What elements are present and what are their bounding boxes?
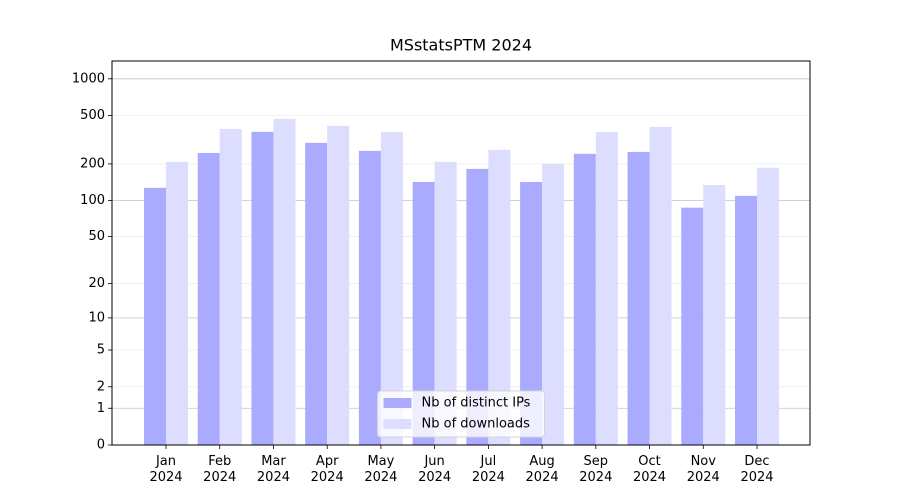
bar [166, 161, 188, 445]
x-tick-label: Nov 2024 [687, 454, 720, 485]
bar [305, 142, 328, 445]
x-tick-label-line: 2024 [364, 470, 397, 485]
x-tick-label-line: 2024 [418, 470, 451, 485]
bar [327, 125, 350, 445]
bar [358, 150, 381, 445]
bar [542, 163, 565, 445]
x-tick-label-line: 2024 [203, 470, 236, 485]
bar [520, 181, 543, 445]
x-tick-label-line: Oct [638, 454, 660, 469]
y-tick-label: 100 [80, 193, 105, 208]
bar [649, 126, 672, 445]
x-tick-label: Sep 2024 [579, 454, 612, 485]
x-tick-label: Feb 2024 [203, 454, 236, 485]
bar [488, 149, 511, 445]
x-tick-label-line: 2024 [687, 470, 720, 485]
x-tick-label-line: 2024 [472, 470, 505, 485]
x-tick-label-line: Jan [155, 454, 176, 469]
x-tick-label-line: Feb [208, 454, 231, 469]
y-tick-label: 500 [80, 108, 105, 123]
x-tick-label-line: 2024 [311, 470, 344, 485]
x-tick-label-line: Jun [423, 454, 444, 469]
bar [735, 195, 757, 445]
chart-title: MSstatsPTM 2024 [390, 36, 532, 55]
y-tick-label: 0 [97, 438, 105, 453]
x-tick-label-line: 2024 [257, 470, 290, 485]
bar [595, 132, 618, 445]
y-tick-label: 200 [80, 156, 105, 171]
bar [434, 161, 457, 445]
bar [197, 152, 220, 446]
bar [412, 181, 435, 445]
x-tick-label-line: 2024 [633, 470, 666, 485]
bar [144, 187, 166, 446]
y-tick-label: 1 [97, 401, 105, 416]
y-tick-label: 5 [97, 343, 105, 358]
x-tick-label-line: Mar [261, 454, 286, 469]
bar [573, 153, 596, 446]
bar [627, 151, 650, 445]
plot-frame [111, 60, 811, 446]
x-tick-label: Mar 2024 [257, 454, 290, 485]
x-tick-label: Aug 2024 [526, 454, 559, 485]
bar [757, 167, 779, 446]
y-tick-label: 1000 [72, 71, 105, 86]
bar [273, 118, 296, 445]
legend-label: Nb of distinct IPs [422, 396, 531, 411]
legend-label: Nb of downloads [422, 417, 531, 432]
x-tick-label-line: Nov [691, 454, 717, 469]
bar [219, 128, 242, 445]
x-tick-label: Apr 2024 [311, 454, 344, 485]
bar [703, 185, 726, 445]
x-tick-label-line: Aug [529, 454, 554, 469]
bar [466, 168, 489, 445]
x-tick-label-line: 2024 [526, 470, 559, 485]
bar [251, 131, 274, 445]
x-tick-label: Oct 2024 [633, 454, 666, 485]
y-tick-label: 50 [88, 229, 105, 244]
x-tick-label: Jun 2024 [418, 454, 451, 485]
x-tick-label-line: 2024 [579, 470, 612, 485]
legend-box [377, 390, 545, 438]
y-tick-label: 20 [88, 276, 105, 291]
x-tick-label-line: Dec [744, 454, 769, 469]
x-tick-label-line: 2024 [149, 470, 182, 485]
bar [681, 207, 704, 445]
legend-swatch [383, 398, 412, 408]
x-tick-label: Jan 2024 [149, 454, 182, 485]
y-tick-label: 10 [88, 310, 105, 325]
bar [380, 132, 403, 445]
x-tick-label: Dec 2024 [740, 454, 773, 485]
x-tick-label-line: Apr [316, 454, 339, 469]
x-tick-label: May 2024 [364, 454, 397, 485]
y-tick-label: 2 [97, 379, 105, 394]
x-tick-label-line: 2024 [740, 470, 773, 485]
x-tick-label: Jul 2024 [472, 454, 505, 485]
x-tick-label-line: May [367, 454, 394, 469]
x-tick-label-line: Jul [480, 454, 497, 469]
x-tick-label-line: Sep [584, 454, 609, 469]
legend-swatch [383, 419, 412, 429]
